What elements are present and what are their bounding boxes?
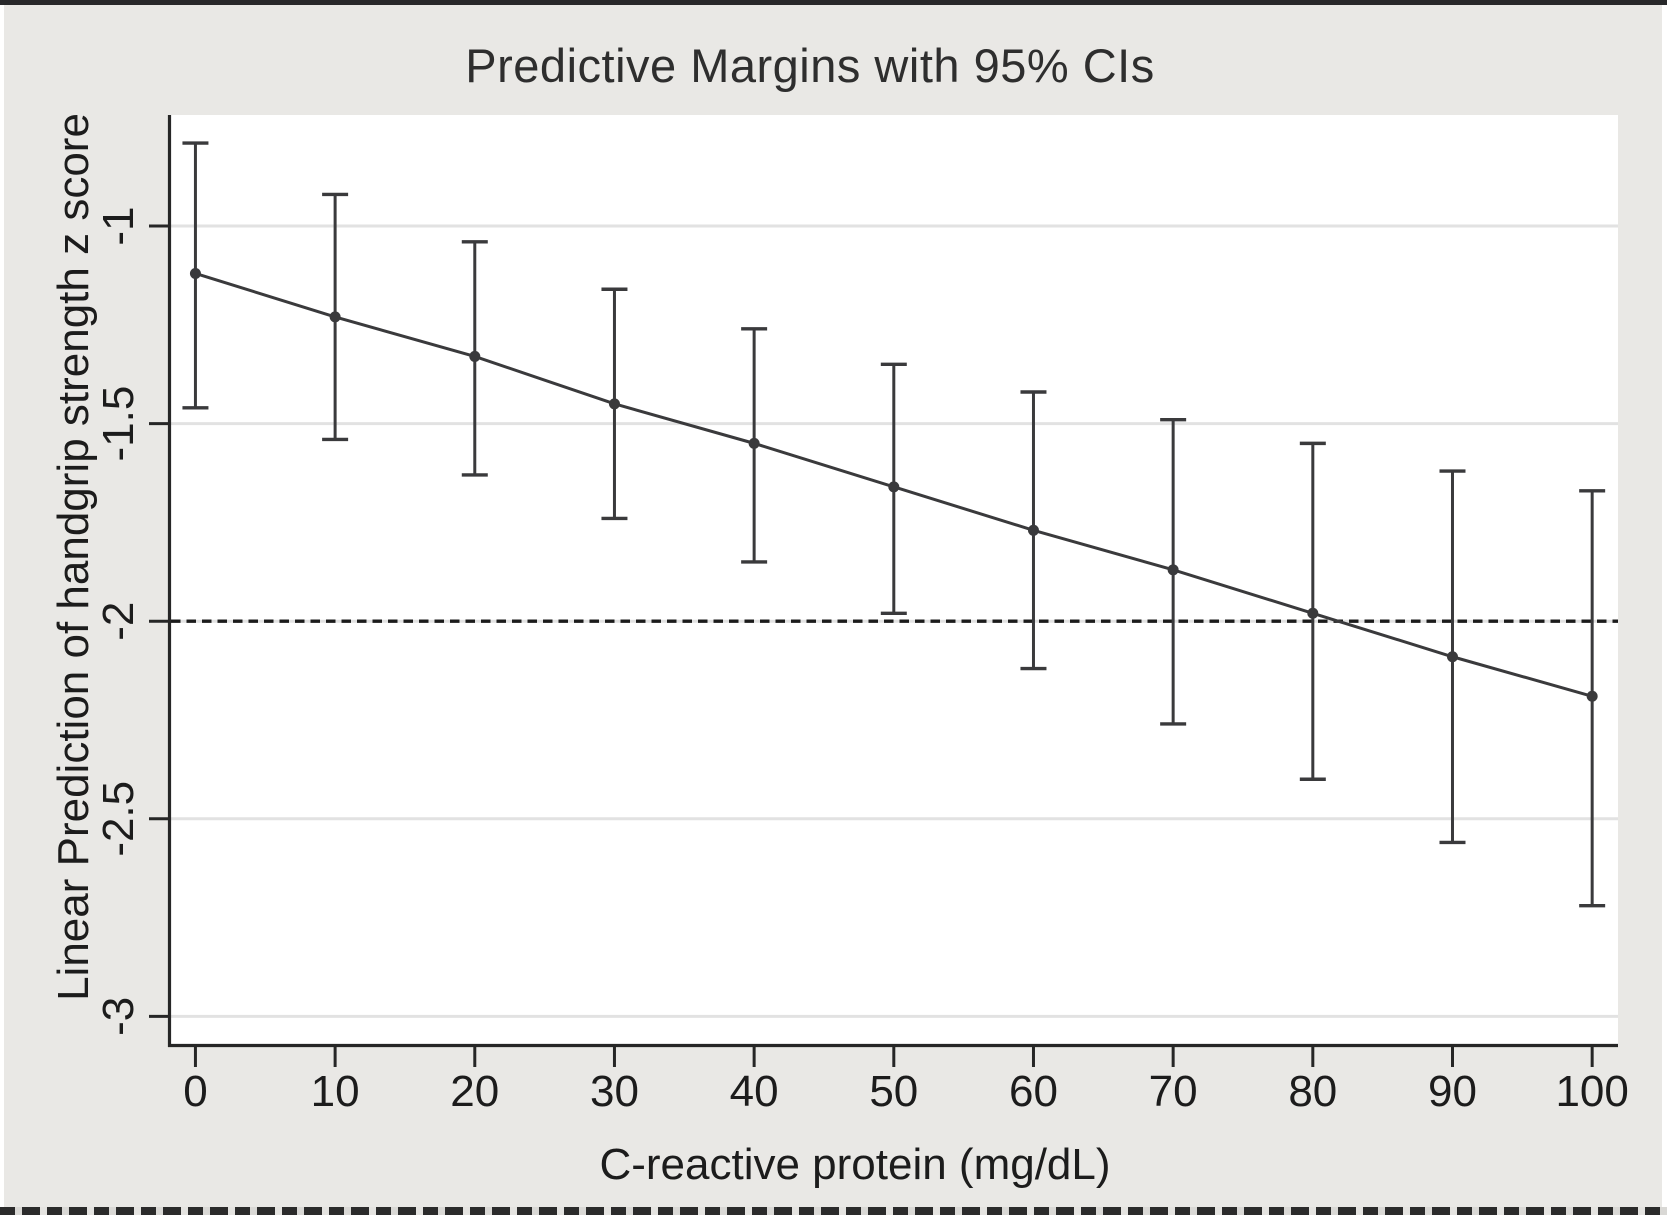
- x-tick-label: 60: [1009, 1067, 1058, 1116]
- y-tick-label: -3: [94, 997, 143, 1036]
- x-tick-label: 90: [1428, 1067, 1477, 1116]
- y-tick-label: -1.5: [94, 386, 143, 462]
- data-point-marker: [1167, 564, 1179, 576]
- figure-top-edge: [0, 0, 1667, 5]
- chart-title: Predictive Margins with 95% CIs: [465, 39, 1155, 92]
- x-axis-title: C-reactive protein (mg/dL): [599, 1140, 1111, 1189]
- x-tick-label: 30: [590, 1067, 639, 1116]
- x-tick-label: 10: [311, 1067, 360, 1116]
- data-point-marker: [748, 437, 760, 449]
- x-tick-label: 40: [730, 1067, 779, 1116]
- data-point-marker: [1586, 690, 1598, 702]
- data-point-marker: [608, 398, 620, 410]
- figure-bottom-edge: [0, 1207, 1667, 1215]
- x-tick-label: 0: [183, 1067, 207, 1116]
- data-point-marker: [469, 350, 481, 362]
- data-point-marker: [1446, 651, 1458, 663]
- y-tick-label: -1: [94, 206, 143, 245]
- x-tick-label: 80: [1288, 1067, 1337, 1116]
- data-point-marker: [329, 311, 341, 323]
- x-tick-label: 100: [1555, 1067, 1628, 1116]
- data-point-marker: [1027, 524, 1039, 536]
- x-tick-label: 50: [869, 1067, 918, 1116]
- y-tick-label: -2: [94, 602, 143, 641]
- data-point-marker: [1307, 607, 1319, 619]
- y-tick-label: -2.5: [94, 781, 143, 857]
- data-point-marker: [888, 481, 900, 493]
- data-point-marker: [189, 267, 201, 279]
- x-tick-label: 20: [450, 1067, 499, 1116]
- x-tick-label: 70: [1149, 1067, 1198, 1116]
